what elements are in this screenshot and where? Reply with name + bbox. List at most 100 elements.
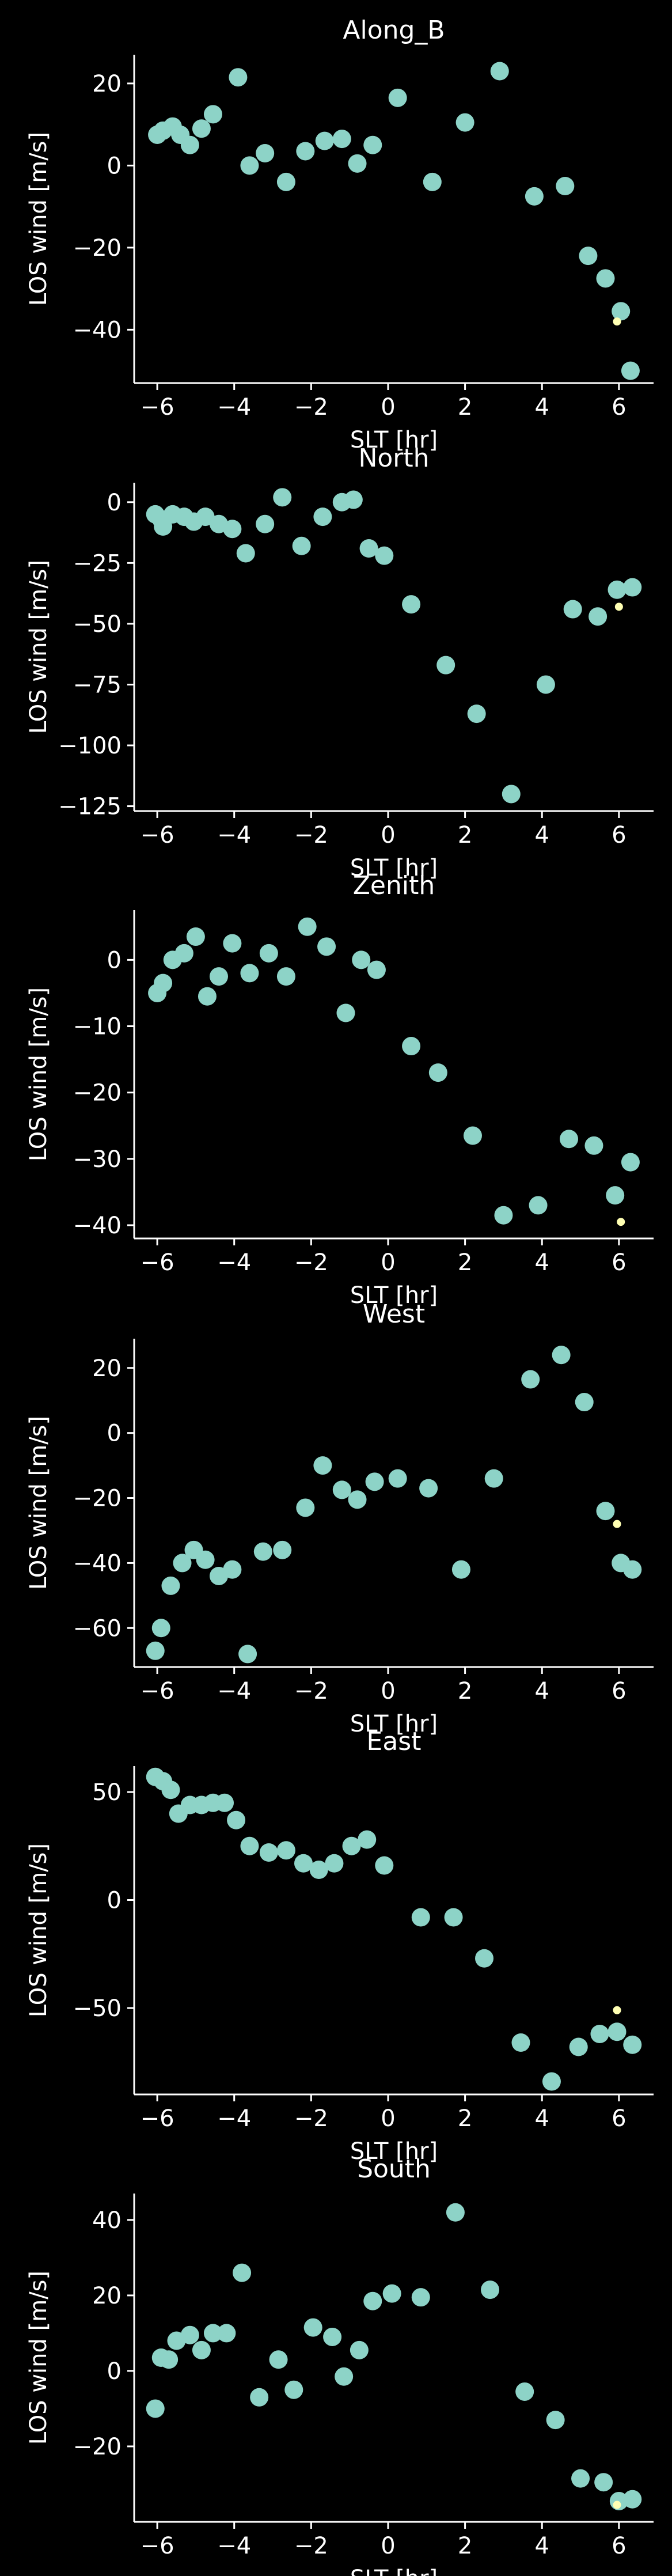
- x-tick-label: 6: [612, 2105, 626, 2132]
- data-point: [303, 2318, 322, 2337]
- x-tick-label: 2: [458, 1249, 472, 1276]
- x-tick-label: 6: [612, 394, 626, 421]
- data-point: [606, 1186, 625, 1205]
- y-tick-label: 50: [92, 1779, 122, 1806]
- data-point: [215, 1793, 234, 1812]
- x-tick-label: 4: [535, 1678, 549, 1704]
- data-point: [560, 1130, 579, 1149]
- x-axis-label: SLT [hr]: [350, 2566, 438, 2576]
- y-tick-label: −100: [58, 733, 122, 759]
- x-tick-label: −6: [141, 2105, 174, 2132]
- data-point: [589, 607, 608, 626]
- highlight-data-point: [613, 1520, 621, 1528]
- y-tick-label: 0: [107, 490, 122, 516]
- y-tick-label: −25: [73, 550, 122, 577]
- data-point: [608, 580, 627, 599]
- highlight-data-point: [613, 2501, 621, 2509]
- data-point: [584, 1136, 603, 1155]
- chart-title: South: [357, 2154, 431, 2184]
- data-point: [217, 2324, 236, 2343]
- data-point: [336, 1003, 355, 1022]
- data-point: [269, 2350, 288, 2369]
- data-point: [494, 1206, 513, 1225]
- data-point: [276, 1841, 295, 1860]
- chart-title: East: [367, 1727, 422, 1756]
- data-point: [490, 62, 509, 81]
- chart-title: Zenith: [353, 871, 435, 900]
- x-tick-label: −4: [217, 2105, 251, 2132]
- data-point: [209, 967, 228, 986]
- y-tick-label: 20: [92, 71, 122, 97]
- data-point: [621, 1153, 640, 1172]
- data-point: [348, 154, 367, 173]
- x-tick-label: 0: [381, 822, 395, 848]
- data-point: [146, 1641, 165, 1660]
- y-axis-label: LOS wind [m/s]: [25, 987, 52, 1161]
- x-tick-label: −2: [294, 1678, 328, 1704]
- data-point: [154, 973, 173, 992]
- data-point: [284, 2380, 303, 2399]
- data-point: [612, 302, 631, 321]
- data-point: [253, 1542, 272, 1561]
- data-point: [240, 1836, 259, 1855]
- x-axis-label: SLT [hr]: [350, 427, 438, 453]
- y-tick-label: 0: [107, 1888, 122, 1914]
- data-point: [590, 2025, 609, 2043]
- data-point: [596, 1502, 615, 1521]
- chart-title: Along_B: [343, 16, 445, 45]
- x-tick-label: −6: [141, 822, 174, 848]
- data-point: [594, 2473, 613, 2492]
- data-point: [309, 1861, 328, 1879]
- x-tick-label: 4: [535, 1249, 549, 1276]
- x-tick-label: −6: [141, 1249, 174, 1276]
- data-point: [515, 2382, 534, 2401]
- data-point: [227, 1810, 246, 1829]
- data-point: [180, 135, 199, 154]
- data-point: [192, 2340, 211, 2359]
- chart-panel-north: North −6 −4 −2 0 2 4 6 −125 −100 −75 −50 −25 0 SLT [hr…: [25, 444, 654, 881]
- y-tick-label: 0: [107, 947, 122, 973]
- x-tick-label: −6: [141, 1678, 174, 1704]
- x-tick-label: −2: [294, 2105, 328, 2132]
- data-point: [569, 2037, 588, 2056]
- data-point: [575, 1393, 594, 1412]
- data-point: [446, 2203, 465, 2222]
- data-point: [240, 964, 259, 983]
- x-tick-label: −2: [294, 2533, 328, 2559]
- x-tick-label: 4: [535, 2533, 549, 2559]
- data-point: [259, 944, 278, 963]
- data-point: [335, 2367, 354, 2386]
- y-tick-label: −40: [73, 317, 122, 343]
- x-tick-label: 2: [458, 394, 472, 421]
- data-point: [502, 785, 521, 804]
- data-point: [382, 2284, 401, 2303]
- data-point: [292, 536, 311, 555]
- x-tick-label: 4: [535, 2105, 549, 2132]
- data-point: [317, 937, 336, 956]
- y-tick-label: −50: [73, 611, 122, 638]
- y-tick-label: −30: [73, 1146, 122, 1173]
- data-point: [411, 2288, 430, 2307]
- x-tick-label: 2: [458, 2533, 472, 2559]
- data-point: [313, 1456, 332, 1475]
- data-point: [323, 2327, 342, 2346]
- data-point: [273, 1540, 292, 1559]
- data-point: [546, 2411, 565, 2430]
- data-point: [192, 119, 211, 138]
- highlight-data-point: [617, 1218, 625, 1226]
- data-point: [229, 68, 248, 87]
- data-point: [563, 600, 582, 619]
- data-point: [161, 1781, 180, 1800]
- data-point: [276, 967, 295, 986]
- y-tick-label: −40: [73, 1213, 122, 1239]
- x-axis-label: SLT [hr]: [350, 2138, 438, 2165]
- y-axis-label: LOS wind [m/s]: [25, 1416, 52, 1590]
- data-point: [419, 1479, 438, 1498]
- y-tick-label: −20: [73, 2434, 122, 2460]
- x-tick-label: 2: [458, 822, 472, 848]
- data-point: [623, 2035, 642, 2054]
- data-point: [451, 1560, 470, 1579]
- data-point: [223, 1560, 242, 1579]
